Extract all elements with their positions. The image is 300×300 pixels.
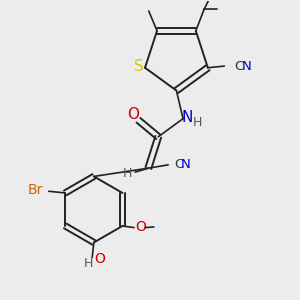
Text: N: N: [242, 60, 251, 73]
Text: N: N: [181, 110, 193, 125]
Text: S: S: [134, 58, 143, 74]
Text: H: H: [123, 167, 132, 180]
Text: Br: Br: [28, 183, 43, 196]
Text: H: H: [193, 116, 203, 129]
Text: C: C: [174, 158, 183, 171]
Text: O: O: [127, 107, 139, 122]
Text: O: O: [135, 220, 146, 234]
Text: O: O: [94, 252, 105, 266]
Text: H: H: [84, 257, 94, 270]
Text: C: C: [235, 60, 244, 73]
Text: N: N: [181, 158, 191, 171]
